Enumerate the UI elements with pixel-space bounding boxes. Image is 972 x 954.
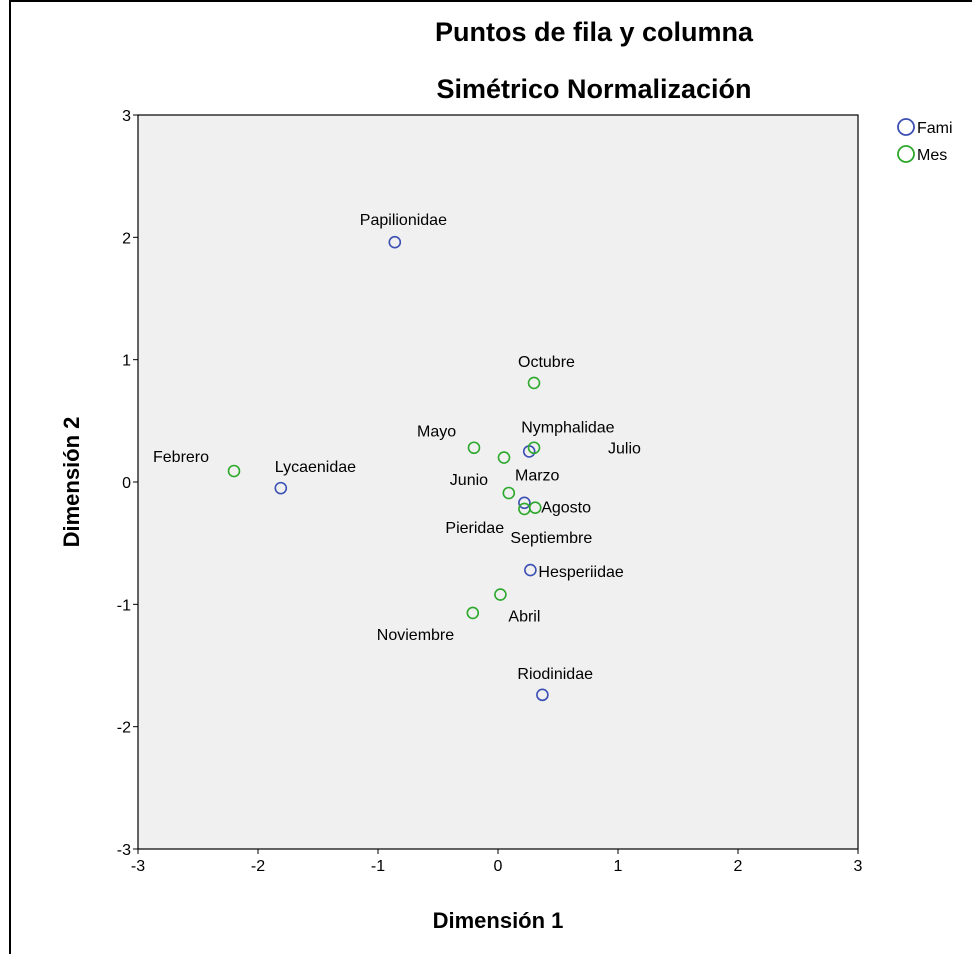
point-label-abril: Abril xyxy=(508,609,540,626)
point-junio xyxy=(502,486,516,500)
point-label-octubre: Octubre xyxy=(518,354,575,371)
y-tick-label: 1 xyxy=(122,353,131,370)
point-label-hesperiidae: Hesperiidae xyxy=(538,564,623,581)
legend-marker-fami xyxy=(897,118,915,136)
point-labels: Papilionidae Lycaenidae Nymphalidae Pierida… xyxy=(153,212,641,683)
point-label-agosto: Agosto xyxy=(541,500,591,517)
point-label-julio: Julio xyxy=(608,441,641,458)
y-tick-label: 3 xyxy=(122,108,131,125)
point-pieridae xyxy=(518,496,531,510)
legend-label-fami: Fami xyxy=(917,120,953,137)
plot-area xyxy=(137,114,859,850)
point-label-mayo: Mayo xyxy=(417,424,456,441)
point-octubre xyxy=(527,376,541,390)
axis-ticks: -3 -2 -1 0 1 2 3 3 2 1 0 -1 -2 -3 xyxy=(117,108,863,875)
point-papilionidae xyxy=(388,235,402,249)
y-tick-label: -3 xyxy=(117,842,131,859)
y-tick-label: 2 xyxy=(122,230,131,247)
x-tick-label: 3 xyxy=(854,858,863,875)
x-axis-title: Dimensión 1 xyxy=(433,908,564,933)
point-febrero xyxy=(227,464,241,478)
point-noviembre xyxy=(466,606,480,620)
point-label-nymphalidae: Nymphalidae xyxy=(521,419,614,436)
data-points xyxy=(227,235,549,702)
legend: Fami Mes xyxy=(897,118,953,164)
point-abril xyxy=(494,588,507,601)
x-tick-label: -3 xyxy=(131,858,145,875)
point-label-marzo: Marzo xyxy=(515,468,560,485)
point-label-septiembre: Septiembre xyxy=(510,530,592,547)
point-lycaenidae xyxy=(274,481,288,495)
legend-label-mes: Mes xyxy=(917,147,947,164)
chart-title: Puntos de fila y columna xyxy=(435,17,754,47)
y-tick-label: -1 xyxy=(117,597,131,614)
point-label-papilionidae: Papilionidae xyxy=(360,212,447,229)
point-label-junio: Junio xyxy=(450,472,488,489)
y-axis-title: Dimensión 2 xyxy=(59,417,84,548)
x-tick-label: -2 xyxy=(251,858,265,875)
legend-marker-mes xyxy=(897,145,915,163)
y-tick-label: -2 xyxy=(117,720,131,737)
y-tick-label: 0 xyxy=(122,475,131,492)
point-label-pieridae: Pieridae xyxy=(445,520,504,537)
point-label-lycaenidae: Lycaenidae xyxy=(275,459,356,476)
x-tick-label: 0 xyxy=(494,858,503,875)
point-label-noviembre: Noviembre xyxy=(377,627,454,644)
point-septiembre xyxy=(518,502,531,516)
point-mayo xyxy=(467,441,481,455)
point-label-riodinidae: Riodinidae xyxy=(517,666,593,683)
x-tick-label: -1 xyxy=(371,858,385,875)
point-julio xyxy=(527,441,541,455)
point-marzo xyxy=(497,451,511,464)
x-tick-label: 2 xyxy=(734,858,743,875)
point-label-febrero: Febrero xyxy=(153,449,209,466)
x-tick-label: 1 xyxy=(614,858,623,875)
point-riodinidae xyxy=(536,688,549,702)
chart-subtitle: Simétrico Normalización xyxy=(436,74,751,104)
point-hesperiidae xyxy=(524,563,537,577)
chart-frame xyxy=(9,0,972,954)
